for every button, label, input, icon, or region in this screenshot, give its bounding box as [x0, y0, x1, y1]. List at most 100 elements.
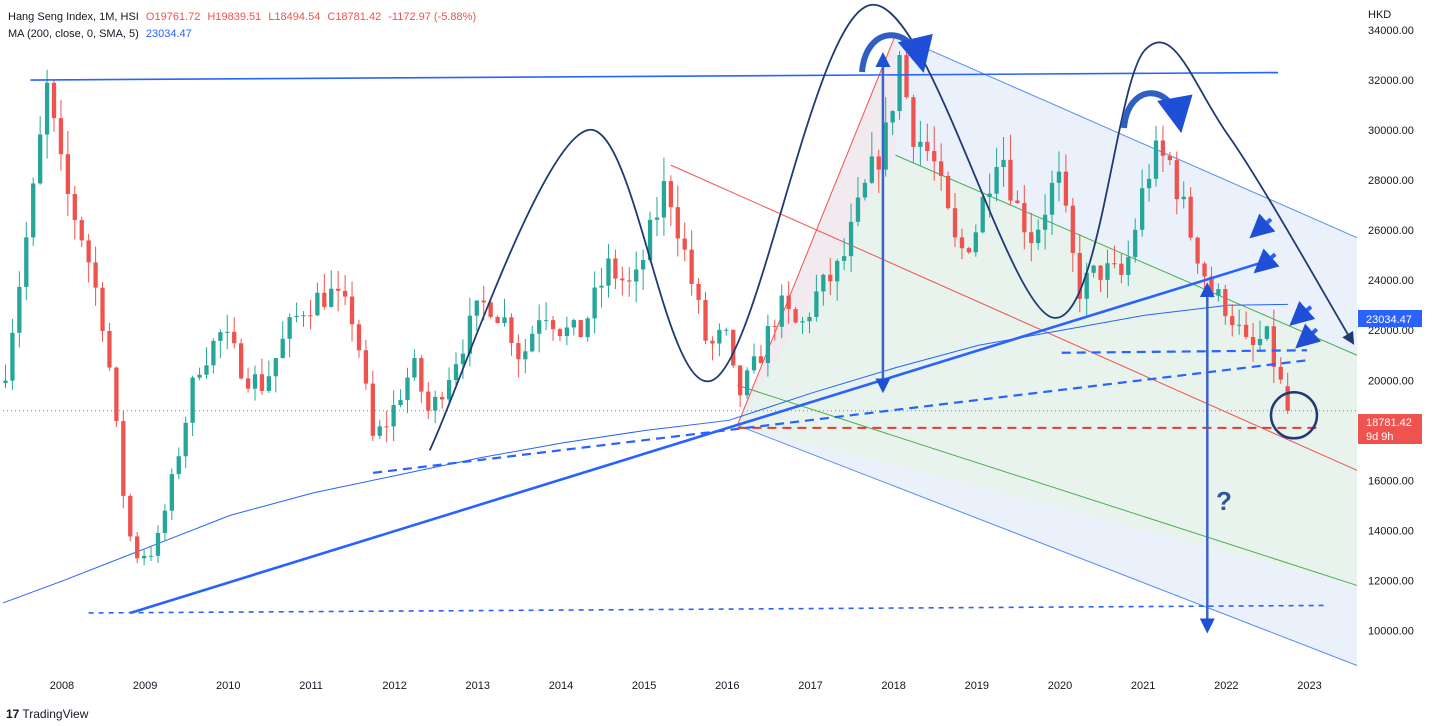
candle-body	[86, 240, 91, 263]
candle-body	[835, 260, 840, 282]
candle-body	[1105, 263, 1110, 280]
candle-body	[1271, 326, 1276, 367]
candle-body	[336, 288, 341, 291]
ma-price-tag-text: 23034.47	[1366, 314, 1412, 326]
candle-body	[204, 365, 209, 375]
candle-body	[744, 370, 750, 396]
candle-body	[433, 396, 438, 411]
candle-body	[197, 374, 202, 378]
candle-body	[114, 367, 119, 422]
blue-arrow-4	[1295, 323, 1322, 349]
candle-body	[266, 376, 272, 391]
channel-left-red-line	[736, 34, 896, 426]
y-tick-label: 12000.00	[1368, 575, 1414, 587]
candle-body	[758, 356, 764, 364]
channel-bottom-line	[737, 424, 1358, 666]
candle-body	[135, 536, 140, 559]
candle-body	[1042, 214, 1048, 230]
candle-body	[128, 495, 133, 537]
candle-body	[530, 333, 535, 352]
candle-body	[1174, 160, 1179, 200]
candle-body	[1223, 289, 1228, 317]
candle-body	[696, 283, 701, 300]
countdown-text: 9d 9h	[1366, 431, 1394, 443]
x-tick-label: 2017	[798, 680, 822, 692]
candle-body	[654, 217, 660, 220]
time-axis[interactable]: 2008 2009 2010 2011 2012 2013 2014 2015 2016 2017…	[50, 680, 1322, 692]
blue-arrow-1	[1249, 213, 1276, 239]
candle-body	[405, 377, 410, 401]
candle-body	[24, 237, 29, 287]
question-mark: ?	[1216, 486, 1232, 516]
candle-body	[287, 317, 292, 339]
y-tick-label: 32000.00	[1368, 75, 1414, 87]
candle-body	[322, 292, 327, 307]
candle-body	[155, 532, 161, 556]
candle-body	[1029, 232, 1034, 244]
candle-body	[412, 358, 417, 378]
candle-body	[79, 220, 84, 241]
candle-body	[509, 317, 514, 344]
candle-body	[1098, 265, 1103, 280]
candle-body	[384, 426, 389, 428]
candle-body	[606, 258, 611, 286]
high-value: H19839.51	[207, 11, 262, 23]
resistance-line	[30, 71, 1278, 81]
candle-body	[980, 197, 985, 233]
candle-body	[58, 118, 64, 155]
ma-price-tag	[1358, 310, 1422, 327]
candle-body	[252, 374, 258, 389]
candle-body	[1230, 316, 1235, 326]
candle-body	[495, 316, 500, 324]
candle-body	[1188, 196, 1193, 238]
y-tick-label: 16000.00	[1368, 475, 1414, 487]
wave-curve	[428, 4, 1355, 451]
candle-body	[232, 331, 237, 344]
currency-label: HKD	[1368, 9, 1391, 21]
candle-body	[308, 315, 313, 317]
candle-body	[869, 156, 874, 183]
candle-body	[225, 331, 230, 333]
candle-body	[51, 82, 57, 119]
candle-body	[814, 291, 819, 317]
y-tick-label: 10000.00	[1368, 625, 1414, 637]
price-axis[interactable]: HKD 10000.0012000.0014000.0016000.001800…	[1368, 9, 1414, 637]
x-tick-label: 2020	[1048, 680, 1072, 692]
tradingview-logo-icon: 17	[6, 707, 20, 721]
candle-body	[1091, 265, 1096, 273]
candle-body	[1084, 272, 1089, 299]
x-tick-label: 2021	[1131, 680, 1155, 692]
candle-body	[585, 318, 590, 338]
x-tick-label: 2018	[881, 680, 905, 692]
candle-body	[329, 288, 334, 307]
candle-body	[647, 219, 653, 261]
candle-body	[578, 320, 583, 338]
peak-arrow-right	[1121, 90, 1193, 134]
candle-body	[620, 278, 625, 281]
candle-body	[772, 326, 777, 328]
candle-body	[640, 260, 646, 270]
symbol-line: Hang Seng Index, 1M, HSI	[8, 11, 139, 23]
candle-body	[599, 285, 604, 288]
candle-body	[668, 181, 673, 208]
blue-arrow-3	[1289, 301, 1316, 326]
x-tick-label: 2015	[632, 680, 656, 692]
tradingview-logo-text: TradingView	[22, 707, 89, 721]
channel-top-line	[895, 34, 1358, 239]
candle-body	[800, 321, 805, 323]
candle-body	[1077, 252, 1082, 299]
tradingview-logo[interactable]: 17 TradingView	[6, 707, 88, 721]
low-value: L18494.54	[268, 11, 321, 23]
candle-body	[841, 256, 847, 261]
candle-body	[183, 422, 188, 457]
y-tick-label: 14000.00	[1368, 525, 1414, 537]
channel-mid-line	[895, 154, 1358, 356]
x-tick-label: 2009	[133, 680, 157, 692]
y-tick-label: 22000.00	[1368, 325, 1414, 337]
y-tick-label: 34000.00	[1368, 25, 1414, 37]
candle-body	[1049, 182, 1055, 215]
candle-body	[925, 141, 930, 152]
dashed-support-line	[88, 604, 1324, 614]
candle-body	[543, 320, 549, 322]
